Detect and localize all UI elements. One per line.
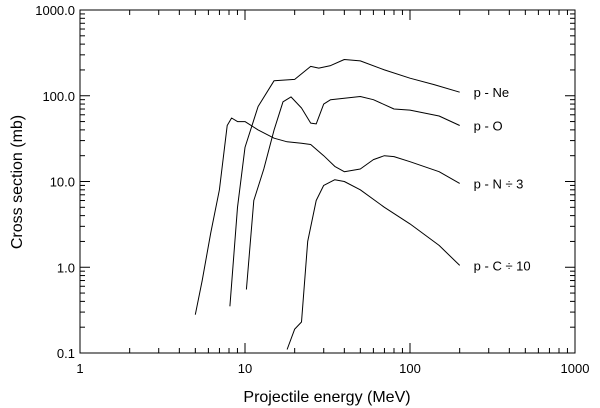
series-line: [229, 59, 460, 307]
y-tick-label: 10.0: [50, 175, 75, 190]
y-tick-label: 1000.0: [35, 3, 75, 18]
series-line: [194, 117, 460, 315]
x-tick-label: 1000: [561, 361, 590, 376]
series-line: [245, 96, 460, 290]
x-tick-label: 1: [76, 361, 83, 376]
series-label: p - Ne: [474, 85, 509, 100]
x-tick-label: 10: [238, 361, 252, 376]
y-tick-label: 1.0: [57, 260, 75, 275]
y-tick-label: 0.1: [57, 346, 75, 361]
series-label: p - N ÷ 3: [474, 176, 524, 191]
series-label: p - C ÷ 10: [474, 258, 531, 273]
series-line: [286, 179, 461, 350]
x-axis-title: Projectile energy (MeV): [243, 389, 410, 406]
series-labels: p - Ne p - O p - N ÷ 3 p - C ÷ 10: [474, 85, 531, 273]
tick-labels: 1 10 100 1000 0.1 1.0 10.0 100.0 1000.0: [35, 3, 589, 376]
y-axis-title: Cross section (mb): [9, 115, 26, 249]
series-label: p - O: [474, 118, 503, 133]
y-tick-label: 100.0: [42, 89, 75, 104]
series-lines: [194, 59, 461, 350]
x-tick-label: 100: [399, 361, 421, 376]
ticks: [79, 9, 576, 354]
